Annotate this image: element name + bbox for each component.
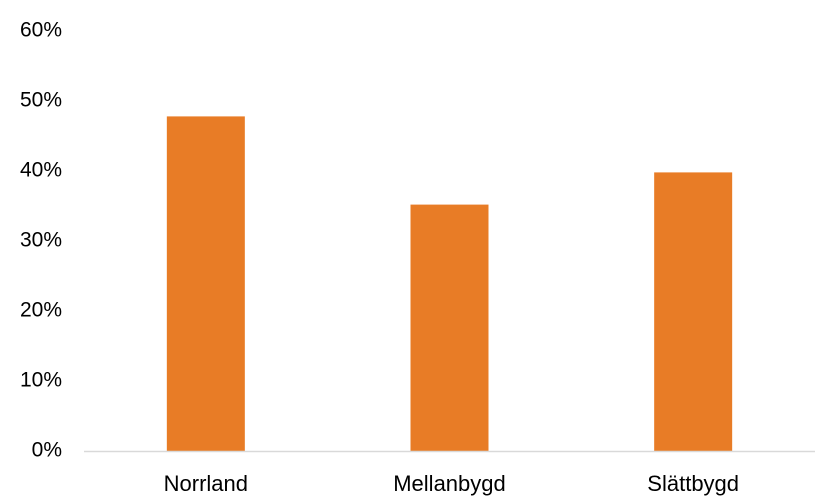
y-tick-label-30: 30% [20, 229, 62, 252]
y-tick-label-50: 50% [20, 89, 62, 112]
x-tick-label-norrland: Norrland [164, 471, 248, 496]
x-tick-label-slättbygd: Slättbygd [647, 471, 739, 496]
bars [166, 116, 733, 452]
y-axis-ticks: 0% 10% 20% 30% 40% 50% 60% [20, 19, 62, 462]
bar-slättbygd [654, 172, 733, 451]
y-tick-label-0: 0% [32, 439, 62, 462]
bar-mellanbygd [410, 204, 489, 451]
y-tick-label-10: 10% [20, 369, 62, 392]
bar-norrland [166, 116, 245, 452]
x-axis-labels: Norrland Mellanbygd Slättbygd [164, 471, 739, 496]
y-tick-label-60: 60% [20, 19, 62, 42]
y-tick-label-20: 20% [20, 299, 62, 322]
y-tick-label-40: 40% [20, 159, 62, 182]
x-tick-label-mellanbygd: Mellanbygd [393, 471, 506, 496]
